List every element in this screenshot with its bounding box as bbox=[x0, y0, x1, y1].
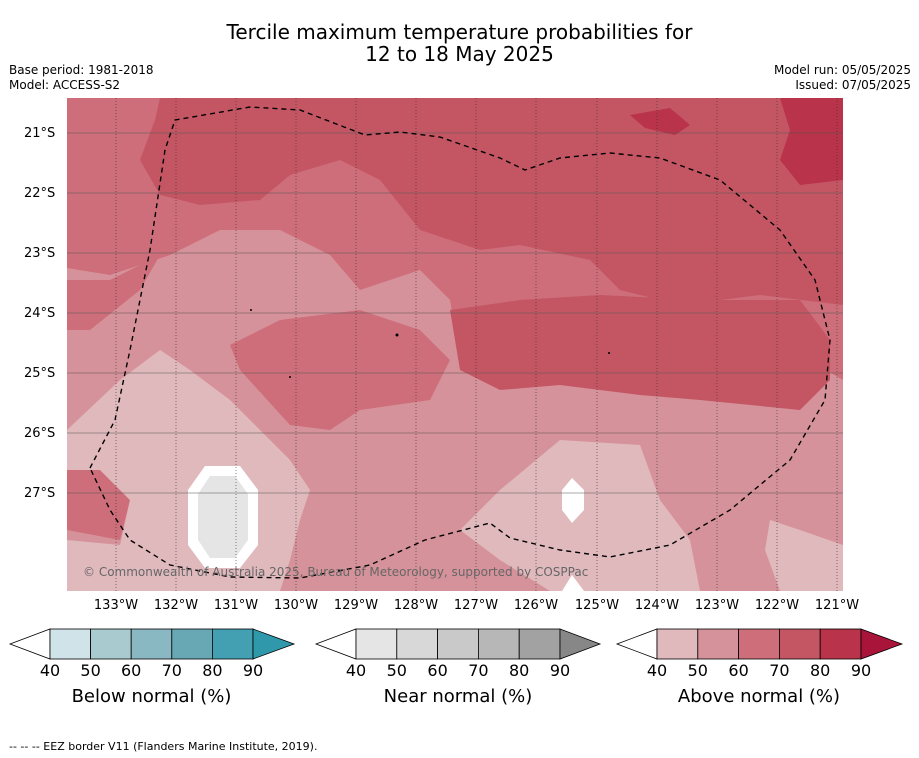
white-patch-east bbox=[562, 478, 584, 523]
lat-label: 25°S bbox=[24, 366, 56, 381]
colorbar-tick-label: 60 bbox=[427, 661, 448, 680]
lon-label: 122°W bbox=[754, 598, 800, 613]
lon-label: 133°W bbox=[93, 598, 139, 613]
colorbar-title: Below normal (%) bbox=[71, 686, 232, 707]
lon-label: 130°W bbox=[273, 598, 319, 613]
colorbar-tick-label: 80 bbox=[810, 661, 831, 680]
meta-left: Base period: 1981-2018 Model: ACCESS-S2 bbox=[9, 63, 154, 93]
colorbar-segment bbox=[738, 628, 780, 660]
colorbar-tick-label: 70 bbox=[769, 661, 790, 680]
colorbar-segment bbox=[130, 628, 173, 660]
colorbar-segment bbox=[49, 628, 91, 660]
lon-label: 131°W bbox=[213, 598, 259, 613]
colorbar-tick-label: 60 bbox=[121, 661, 142, 680]
lat-label: 26°S bbox=[24, 426, 56, 441]
base-period: Base period: 1981-2018 bbox=[9, 63, 154, 77]
band-40-50-east bbox=[460, 440, 700, 591]
colorbar-extend-high bbox=[860, 628, 904, 660]
lon-label: 127°W bbox=[453, 598, 499, 613]
lon-label: 124°W bbox=[634, 598, 680, 613]
colorbar-extend-high bbox=[252, 628, 296, 660]
colorbar-extend-low bbox=[615, 628, 658, 660]
probability-field bbox=[67, 98, 843, 591]
colorbar-segment bbox=[518, 628, 561, 660]
colorbar-segment bbox=[697, 628, 739, 660]
lat-label: 24°S bbox=[24, 306, 56, 321]
colorbar-segment bbox=[171, 628, 213, 660]
colorbar-tick-label: 40 bbox=[345, 661, 367, 680]
lon-label: 129°W bbox=[333, 598, 379, 613]
colorbar-segment bbox=[779, 628, 821, 660]
colorbar-extend-high bbox=[559, 628, 602, 660]
lat-label: 23°S bbox=[24, 246, 56, 261]
lon-label: 126°W bbox=[513, 598, 559, 613]
lat-label: 27°S bbox=[24, 486, 56, 501]
colorbar-extend-low bbox=[314, 628, 357, 660]
lat-label: 22°S bbox=[24, 186, 56, 201]
gridlines bbox=[67, 98, 843, 591]
colorbar-title: Above normal (%) bbox=[677, 686, 841, 707]
colorbar-tick-label: 40 bbox=[39, 661, 61, 680]
colorbar-segment bbox=[477, 628, 520, 660]
chart-title-line1: Tercile maximum temperature probabilitie… bbox=[226, 20, 693, 44]
colorbar-extend-low bbox=[8, 628, 51, 660]
colorbar-tick-label: 40 bbox=[646, 661, 668, 680]
colorbar-segment bbox=[211, 628, 254, 660]
band-80-90 bbox=[780, 98, 843, 185]
colorbar-tick-label: 80 bbox=[509, 661, 530, 680]
band-60-70-center bbox=[230, 310, 450, 430]
colorbar-tick-label: 70 bbox=[161, 661, 182, 680]
colorbar-tick-label: 80 bbox=[202, 661, 223, 680]
lon-label: 128°W bbox=[393, 598, 439, 613]
eez-border bbox=[89, 106, 831, 579]
model-name: Model: ACCESS-S2 bbox=[9, 78, 121, 92]
chart-title-line2: 12 to 18 May 2025 bbox=[365, 42, 554, 66]
eez-footnote: -- -- -- EEZ border V11 (Flanders Marine… bbox=[9, 740, 318, 753]
colorbar-tick-label: 50 bbox=[687, 661, 708, 680]
colorbar-segment bbox=[396, 628, 438, 660]
near-normal-50-patch bbox=[198, 476, 248, 558]
issued-date: Issued: 07/05/2025 bbox=[795, 78, 911, 92]
lat-label: 21°S bbox=[24, 126, 56, 141]
colorbar-segment bbox=[819, 628, 862, 660]
lon-label: 125°W bbox=[574, 598, 620, 613]
meta-right: Model run: 05/05/2025 Issued: 07/05/2025 bbox=[774, 63, 911, 93]
model-run: Model run: 05/05/2025 bbox=[773, 63, 911, 77]
colorbar-tick-label: 50 bbox=[386, 661, 407, 680]
colorbar-tick-label: 70 bbox=[468, 661, 489, 680]
colorbar-segment bbox=[90, 628, 132, 660]
colorbar-title: Near normal (%) bbox=[383, 686, 533, 707]
lon-label: 123°W bbox=[694, 598, 740, 613]
colorbar-segment bbox=[437, 628, 479, 660]
colorbar-tick-label: 90 bbox=[242, 661, 264, 680]
colorbar-tick-label: 50 bbox=[80, 661, 101, 680]
copyright-notice: © Commonwealth of Australia 2025, Bureau… bbox=[83, 565, 589, 579]
lon-label: 132°W bbox=[153, 598, 199, 613]
lon-label: 121°W bbox=[814, 598, 860, 613]
colorbar-segment bbox=[656, 628, 699, 660]
colorbar-tick-label: 90 bbox=[549, 661, 571, 680]
colorbar-tick-label: 60 bbox=[728, 661, 749, 680]
colorbar-tick-label: 90 bbox=[850, 661, 872, 680]
colorbar-segment bbox=[355, 628, 398, 660]
colorbars bbox=[8, 628, 904, 660]
